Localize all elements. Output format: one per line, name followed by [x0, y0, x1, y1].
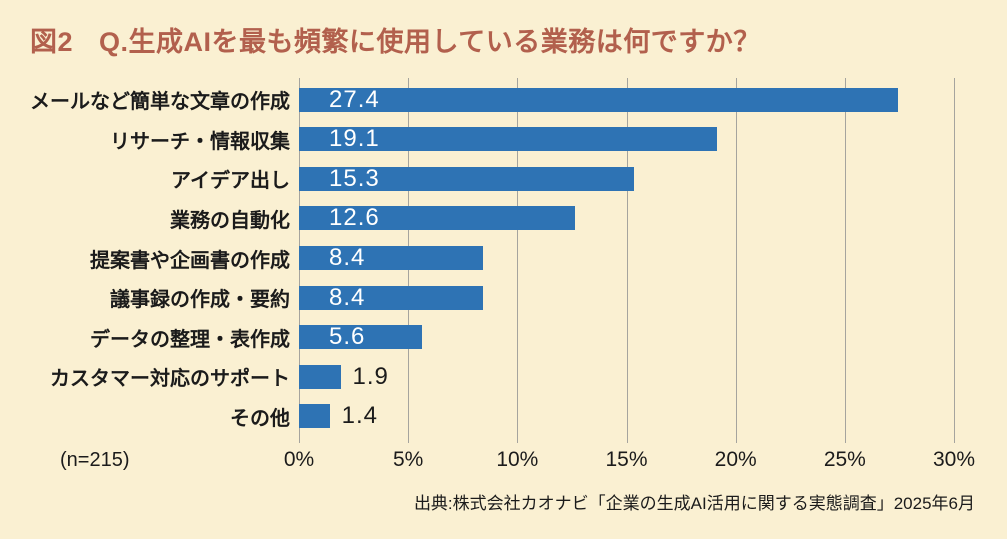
- bar: [299, 325, 422, 350]
- bars-container: メールなど簡単な文章の作成 27.4 リサーチ・情報収集 19.1 アイデア出し 15.3…: [0, 80, 1007, 436]
- category-label: 業務の自動化: [170, 209, 290, 232]
- category-label: その他: [230, 407, 290, 430]
- chart-row: アイデア出し 15.3: [0, 159, 1007, 199]
- x-tick-label: 25%: [823, 448, 866, 471]
- x-tick-label: 15%: [605, 448, 648, 471]
- bar: [299, 285, 483, 310]
- chart-row: 議事録の作成・要約 8.4: [0, 278, 1007, 318]
- bar-track: 19.1: [299, 125, 1007, 153]
- value-label: 1.4: [341, 402, 378, 430]
- category-label: メールなど簡単な文章の作成: [30, 91, 290, 114]
- figure-question: Q.生成AIを最も頻繁に使用している業務は何ですか？: [99, 27, 761, 57]
- x-tick-label: 30%: [933, 448, 976, 471]
- bar-track: 15.3: [299, 164, 1007, 192]
- x-tick-label: 10%: [496, 448, 539, 471]
- bar-track: 27.4: [299, 85, 1007, 113]
- x-tick-label: 0%: [283, 448, 315, 471]
- gridline: [517, 78, 519, 443]
- value-label: 19.1: [329, 125, 380, 153]
- bar: [299, 246, 483, 271]
- value-label: 1.9: [352, 362, 389, 390]
- chart-row: 業務の自動化 12.6: [0, 199, 1007, 239]
- category-label: リサーチ・情報収集: [110, 130, 290, 153]
- value-label: 27.4: [329, 85, 380, 113]
- bar: [299, 364, 341, 389]
- bar-track: 5.6: [299, 323, 1007, 351]
- bar-track: 12.6: [299, 204, 1007, 232]
- bar-track: 8.4: [299, 283, 1007, 311]
- figure-title: 図2 Q.生成AIを最も頻繁に使用している業務は何ですか？: [30, 20, 761, 59]
- chart-row: メールなど簡単な文章の作成 27.4: [0, 80, 1007, 120]
- gridline: [954, 78, 956, 443]
- bar-track: 1.9: [299, 362, 1007, 390]
- value-label: 8.4: [329, 283, 366, 311]
- chart-row: リサーチ・情報収集 19.1: [0, 120, 1007, 160]
- bar: [299, 87, 899, 112]
- x-tick-label: 5%: [392, 448, 424, 471]
- value-label: 5.6: [329, 323, 366, 351]
- bar: [299, 404, 330, 429]
- chart-row: カスタマー対応のサポート 1.9: [0, 357, 1007, 397]
- bar: [299, 166, 634, 191]
- gridline: [626, 78, 628, 443]
- chart-row: その他 1.4: [0, 397, 1007, 437]
- category-label: アイデア出し: [171, 170, 290, 193]
- gridline: [844, 78, 846, 443]
- bar-track: 8.4: [299, 244, 1007, 272]
- category-label: 提案書や企画書の作成: [90, 249, 290, 272]
- bar: [299, 127, 717, 152]
- x-axis: 0% 5% 10% 15% 20% 25% 30%: [0, 448, 1007, 474]
- chart-row: データの整理・表作成 5.6: [0, 317, 1007, 357]
- sample-size-label: (n=215): [60, 449, 130, 471]
- category-label: データの整理・表作成: [90, 328, 290, 351]
- x-tick-label: 20%: [714, 448, 757, 471]
- chart-row: 提案書や企画書の作成 8.4: [0, 238, 1007, 278]
- value-label: 8.4: [329, 244, 366, 272]
- figure-number-label: 図2: [30, 27, 74, 57]
- source-note: 出典:株式会社カオナビ「企業の生成AI活用に関する実態調査」2025年6月: [413, 494, 975, 513]
- gridline: [735, 78, 737, 443]
- category-label: 議事録の作成・要約: [110, 289, 290, 312]
- bar: [299, 206, 575, 231]
- value-label: 12.6: [329, 204, 380, 232]
- bar-track: 1.4: [299, 402, 1007, 430]
- value-label: 15.3: [329, 164, 380, 192]
- category-label: カスタマー対応のサポート: [50, 368, 290, 391]
